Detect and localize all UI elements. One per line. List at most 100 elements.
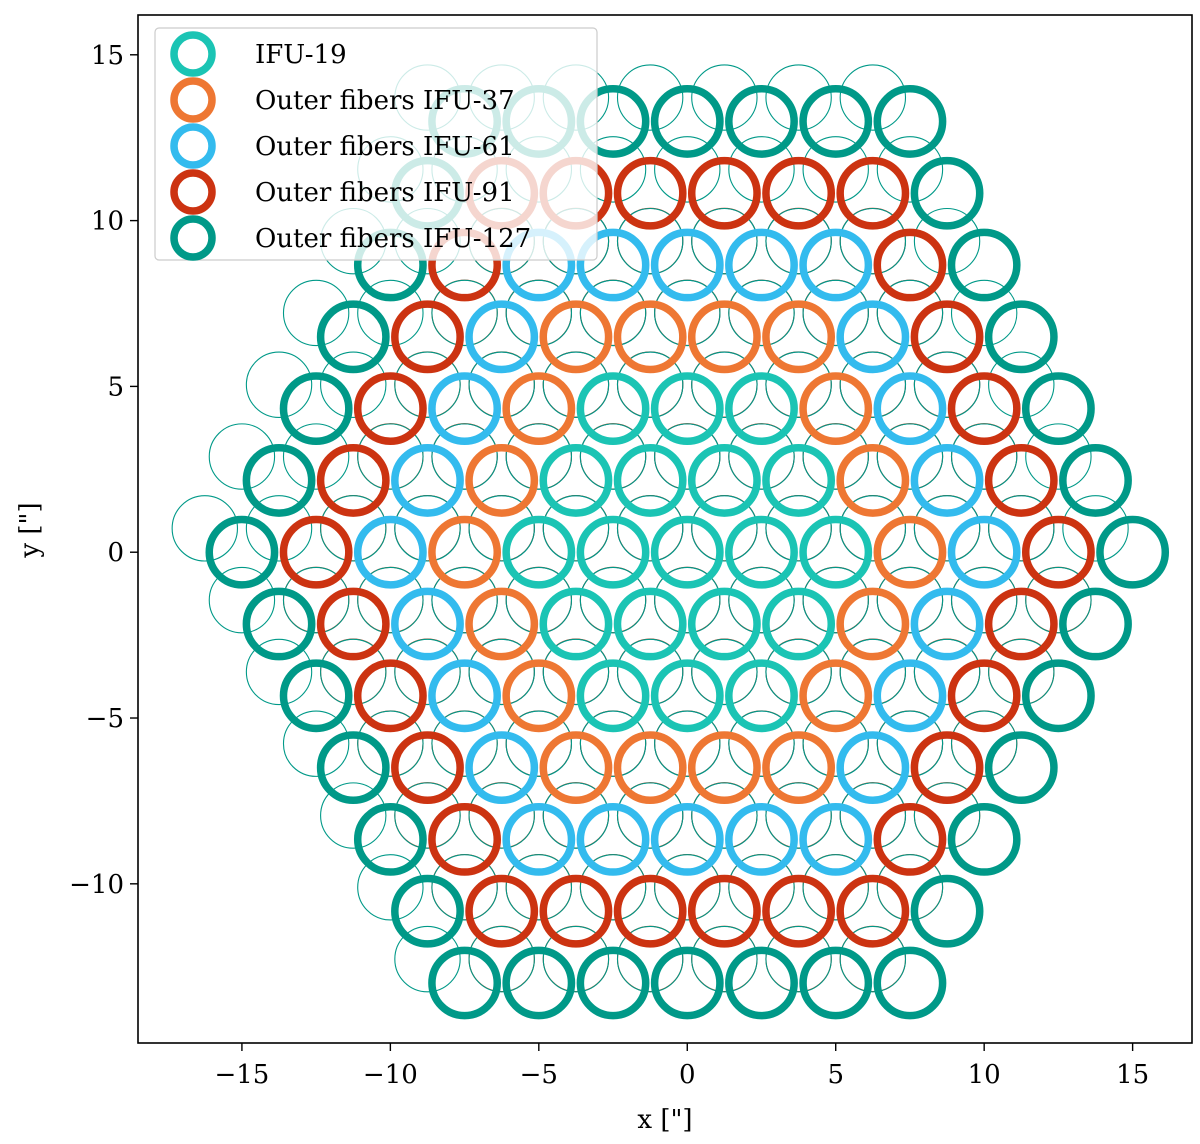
background-fiber-offset-3-102: [950, 279, 1018, 347]
fiber-marker-ring6-15: [279, 659, 353, 733]
fiber-marker-ring2-39: [539, 444, 613, 517]
fiber-marker-ring5-114: [873, 802, 947, 876]
fiber-marker-ring3-53: [687, 300, 761, 374]
fiber-marker-ring6-125: [1059, 587, 1132, 661]
background-fiber-offset-3-83: [579, 854, 647, 921]
fiber-marker-ring6-3: [316, 300, 390, 374]
background-fiber-offset-3-85: [654, 710, 721, 777]
fiber-marker-ring6-92: [947, 228, 1021, 302]
fiber-marker-ring6-70: [502, 946, 576, 1020]
background-fiber-offset-3-124: [988, 638, 1055, 706]
fiber-marker-ring1-64: [687, 444, 761, 517]
fiber-marker-ring6-34: [353, 802, 427, 876]
fiber-marker-ring3-30: [539, 300, 613, 374]
background-fiber-offset-3-78: [765, 351, 832, 418]
fiber-marker-ring5-80: [873, 228, 947, 302]
background-fiber-offset-3-79: [802, 279, 869, 347]
background-fiber-layers: [171, 64, 1129, 993]
background-fiber-offset-3-96: [728, 710, 795, 777]
fiber-marker-ring6-1: [242, 444, 316, 517]
fiber-marker-ring4-79: [836, 300, 910, 374]
fiber-marker-ring3-85: [687, 731, 761, 805]
background-fiber-offset-3-7: [208, 566, 276, 634]
fiber-marker-ring0-63: [650, 515, 724, 589]
fiber-marker-ring1-51: [613, 444, 687, 517]
fiber-marker-ring3-96: [762, 731, 836, 805]
background-fiber-offset-3-15: [245, 638, 313, 706]
fiber-marker-ring5-94: [687, 874, 761, 948]
fiber-marker-ring4-109: [947, 515, 1021, 589]
background-fiber-offset-3-66: [728, 279, 795, 347]
fiber-marker-ring6-0: [205, 515, 279, 589]
fiber-marker-ring6-57: [428, 946, 502, 1020]
background-fiber-offset-3-68: [802, 136, 869, 203]
fiber-marker-ring5-104: [762, 874, 836, 948]
background-fiber-offset-3-101: [913, 351, 981, 418]
fiber-marker-ring6-124: [1021, 659, 1095, 733]
fiber-marker-ring2-52: [650, 372, 724, 446]
fiber-marker-ring5-46: [428, 802, 502, 876]
background-fiber-offset-3-46: [394, 782, 461, 849]
background-fiber-offset-3-108: [876, 566, 944, 634]
background-fiber-offset-3-117: [950, 566, 1018, 634]
background-fiber-offset-3-63: [616, 495, 684, 562]
background-fiber-offset-3-120: [839, 925, 907, 993]
background-fiber-offset-3-57: [394, 925, 461, 993]
fiber-marker-ring3-66: [762, 300, 836, 374]
fiber-marker-ring2-74: [650, 659, 724, 733]
background-fiber-offset-3-28: [431, 423, 498, 490]
background-fiber-offset-3-104: [728, 854, 795, 921]
y-tick-label: 5: [107, 372, 124, 402]
background-fiber-offset-3-0: [171, 495, 239, 562]
background-fiber-offset-3-35: [357, 710, 424, 777]
fiber-marker-ring4-59: [502, 802, 576, 876]
fiber-marker-ring6-123: [984, 731, 1058, 805]
fiber-marker-ring5-9: [316, 444, 390, 517]
background-fiber-offset-3-51: [579, 423, 647, 490]
fiber-marker-ring2-38: [502, 515, 576, 589]
fiber-marker-ring4-31: [576, 228, 650, 302]
x-tick-label: 0: [679, 1060, 696, 1090]
background-fiber-offset-3-16: [282, 566, 350, 634]
fiber-marker-ring4-17: [353, 515, 427, 589]
fiber-marker-ring2-40: [576, 372, 650, 446]
background-fiber-offset-3-77: [728, 423, 795, 490]
fiber-marker-ring6-44: [725, 85, 798, 158]
fiber-marker-ring4-20: [465, 300, 539, 374]
fiber-marker-ring3-99: [873, 515, 947, 589]
background-fiber-offset-3-91: [876, 279, 944, 347]
x-axis-label: x ["]: [637, 1105, 692, 1135]
background-fiber-offset-3-92: [913, 207, 981, 275]
fiber-marker-ring2-65: [725, 372, 798, 446]
fiber-marker-ring5-71: [539, 874, 613, 948]
background-fiber-offset-3-56: [765, 64, 832, 131]
legend-label-4: Outer fibers IFU-127: [255, 224, 531, 254]
background-fiber-offset-3-81: [876, 136, 944, 203]
background-fiber-offset-3-80: [839, 207, 907, 275]
background-fiber-offset-3-107: [839, 638, 907, 706]
fiber-marker-ring5-83: [613, 874, 687, 948]
fiber-marker-ring6-112: [799, 946, 873, 1020]
background-fiber-offset-3-49: [505, 566, 573, 634]
fiber-marker-ring2-86: [725, 659, 798, 733]
background-fiber-offset-3-44: [691, 64, 758, 131]
background-fiber-offset-3-25: [320, 638, 387, 706]
background-fiber-offset-3-64: [654, 423, 721, 490]
fiber-marker-ring4-18: [391, 444, 464, 517]
fiber-marker-ring6-111: [1021, 372, 1095, 446]
fiber-marker-ring4-42: [650, 228, 724, 302]
fiber-marker-ring6-56: [799, 85, 873, 158]
fiber-marker-ring5-113: [836, 874, 910, 948]
background-fiber-offset-3-1: [208, 423, 276, 490]
fiber-marker-ring5-35: [391, 731, 464, 805]
background-fiber-offset-3-113: [802, 854, 869, 921]
fiber-marker-ring5-43: [687, 156, 761, 230]
background-fiber-offset-3-87: [728, 566, 795, 634]
background-fiber-offset-3-3: [282, 279, 350, 347]
fiber-marker-ring5-110: [984, 444, 1058, 517]
background-fiber-offset-3-93: [616, 925, 684, 993]
legend-marker-3: [170, 169, 216, 215]
fiber-marker-ring3-28: [465, 444, 539, 517]
fiber-marker-ring6-7: [242, 587, 316, 661]
